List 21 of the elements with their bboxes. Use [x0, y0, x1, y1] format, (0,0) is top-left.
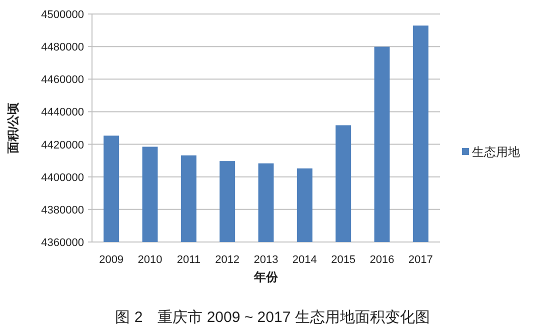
x-tick-label: 2010: [138, 254, 162, 266]
y-tick-label: 4480000: [41, 42, 84, 54]
y-tick-label: 4440000: [41, 106, 84, 119]
x-tick-label: 2017: [408, 254, 433, 266]
y-tick-label: 4400000: [41, 172, 84, 184]
y-axis-title: 面积/公顷: [6, 101, 20, 155]
x-tick-label: 2009: [99, 254, 124, 266]
x-tick-label: 2012: [215, 254, 240, 266]
x-tick-label: 2013: [254, 254, 278, 266]
y-tick-label: 4500000: [41, 9, 84, 21]
y-tick-label: 4380000: [41, 204, 84, 216]
y-tick-label: 4360000: [41, 237, 84, 249]
x-axis-title: 年份: [253, 270, 279, 284]
x-tick-label: 2015: [331, 254, 356, 266]
text: 图 2 重庆市 2009 ~ 2017 生态用地面积变化图: [115, 309, 430, 326]
y-tick-label: 4460000: [41, 74, 84, 86]
x-tick-label: 2016: [370, 254, 394, 266]
legend-label: 生态用地: [472, 145, 520, 159]
x-tick-label: 2011: [176, 254, 200, 266]
x-tick-label: 2014: [292, 254, 317, 266]
y-tick-label: 4420000: [41, 139, 84, 152]
